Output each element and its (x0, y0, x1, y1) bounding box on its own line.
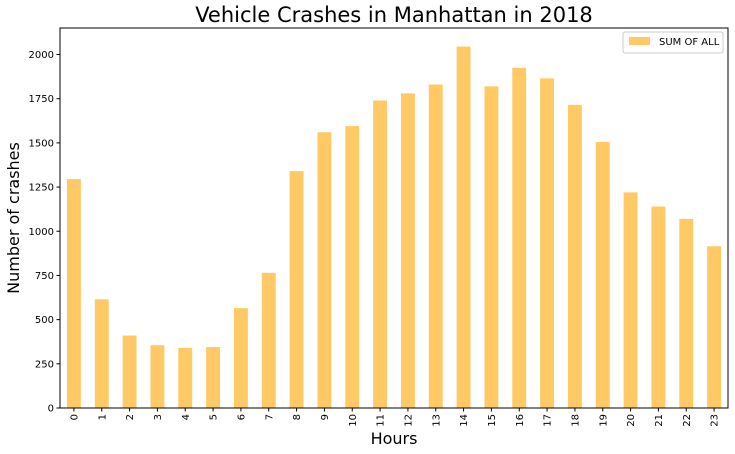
y-tick-label: 250 (35, 359, 54, 370)
x-tick-label: 10 (348, 414, 359, 427)
legend: SUM OF ALL (622, 31, 724, 54)
x-tick-label: 6 (236, 414, 247, 420)
bar-hour-4 (178, 347, 193, 408)
bar-hour-7 (261, 272, 276, 408)
bar-hour-6 (233, 308, 248, 408)
chart-title: Vehicle Crashes in Manhattan in 2018 (195, 3, 593, 27)
y-tick-label: 1500 (29, 138, 54, 149)
bar-hour-1 (94, 299, 109, 408)
bar-hour-0 (66, 179, 81, 408)
y-tick-label: 1000 (29, 227, 54, 238)
bar-hour-16 (512, 67, 527, 408)
x-tick-label: 7 (264, 414, 275, 420)
plot-frame (59, 27, 729, 409)
x-tick-label: 14 (459, 414, 470, 427)
bar-hour-2 (122, 335, 137, 408)
bar-hour-20 (623, 192, 638, 408)
y-tick-label: 750 (35, 271, 54, 282)
x-tick-label: 1 (97, 414, 108, 420)
x-tick-label: 8 (292, 414, 303, 420)
y-tick-label: 2000 (29, 50, 54, 61)
bar-hour-23 (707, 246, 722, 408)
x-tick-label: 20 (626, 414, 637, 427)
x-tick-label: 3 (153, 414, 164, 420)
y-tick-label: 500 (35, 315, 54, 326)
bar-hour-15 (484, 86, 499, 408)
y-axis-ticks: 0 250 500 750 1000 1250 1500 1750 2000 (29, 50, 60, 415)
x-axis-label: Hours (371, 429, 418, 448)
x-tick-label: 4 (181, 414, 192, 420)
bar-hour-22 (679, 218, 694, 408)
y-tick-label: 0 (48, 404, 54, 415)
bar-hour-10 (345, 126, 360, 409)
x-tick-label: 0 (69, 414, 80, 420)
bar-hour-14 (456, 46, 471, 409)
bar-hour-13 (428, 84, 443, 408)
y-tick-label: 1250 (29, 183, 54, 194)
x-tick-label: 15 (487, 414, 498, 427)
x-tick-label: 11 (376, 414, 387, 427)
bar-hour-3 (150, 345, 165, 408)
y-tick-label: 1750 (29, 94, 54, 105)
x-tick-label: 16 (515, 414, 526, 427)
bar-hour-21 (651, 206, 666, 408)
bars-group (66, 46, 722, 409)
bar-hour-19 (595, 142, 610, 408)
bar-hour-17 (540, 78, 555, 408)
bar-hour-11 (373, 100, 388, 408)
bar-hour-18 (567, 104, 582, 408)
x-tick-label: 19 (598, 414, 609, 427)
legend-swatch (629, 37, 650, 45)
x-tick-label: 12 (403, 414, 414, 427)
x-tick-label: 22 (682, 414, 693, 427)
bar-hour-5 (206, 347, 221, 408)
bar-hour-8 (289, 171, 304, 408)
x-tick-label: 21 (654, 414, 665, 427)
x-tick-label: 18 (570, 414, 581, 427)
x-tick-label: 23 (710, 414, 721, 427)
bar-hour-12 (400, 93, 415, 408)
x-tick-label: 5 (209, 414, 220, 420)
x-axis-ticks: 0 1 2 3 4 5 6 7 8 9 10 11 12 13 14 15 16 17 18 19 20 21 22 23 (69, 408, 721, 427)
bar-hour-9 (317, 132, 332, 409)
x-tick-label: 13 (431, 414, 442, 427)
x-tick-label: 9 (320, 414, 331, 420)
legend-entry: SUM OF ALL (659, 37, 720, 48)
y-axis-label: Number of crashes (4, 142, 23, 294)
x-tick-label: 17 (543, 414, 554, 427)
x-tick-label: 2 (125, 414, 136, 420)
